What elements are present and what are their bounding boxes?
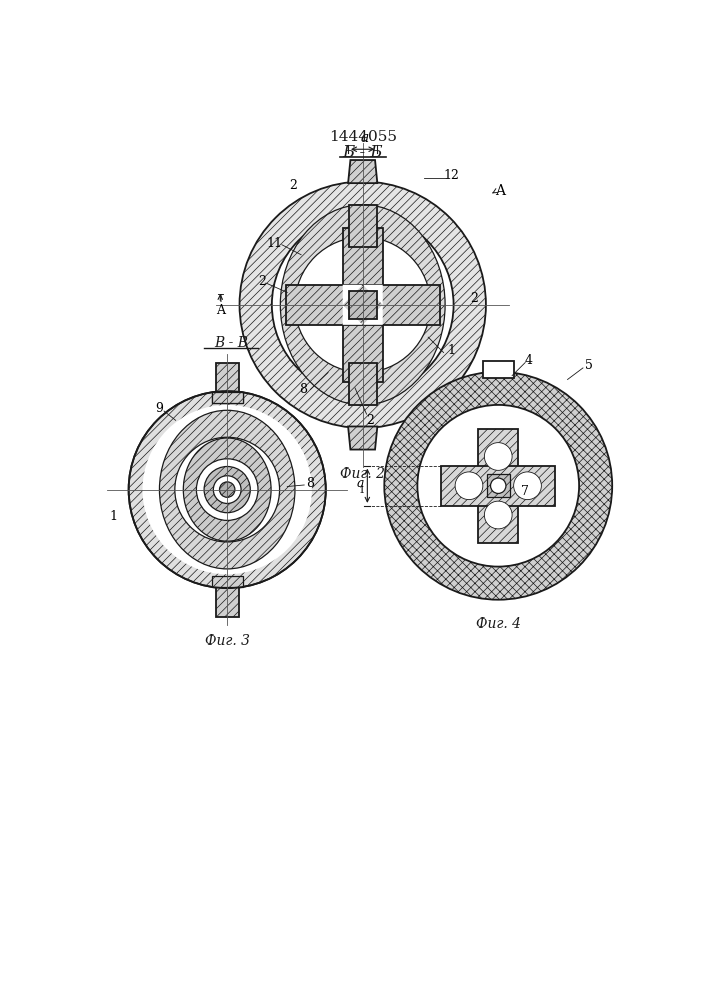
- Text: 1: 1: [448, 344, 455, 358]
- Polygon shape: [343, 305, 363, 325]
- Circle shape: [455, 472, 483, 500]
- Text: 2: 2: [259, 275, 267, 288]
- Text: 7: 7: [521, 485, 529, 498]
- Text: 1: 1: [110, 510, 117, 523]
- Text: T: T: [217, 294, 223, 304]
- Text: 12: 12: [443, 169, 460, 182]
- Circle shape: [204, 466, 250, 513]
- Bar: [212, 576, 243, 587]
- Text: 4: 4: [525, 354, 533, 367]
- Ellipse shape: [183, 438, 271, 541]
- Circle shape: [175, 437, 279, 542]
- Text: 5: 5: [585, 359, 593, 372]
- Text: a: a: [356, 477, 364, 490]
- Circle shape: [129, 391, 326, 588]
- Bar: [349, 363, 377, 405]
- Circle shape: [417, 405, 579, 567]
- Text: Фиг. 2: Фиг. 2: [340, 467, 385, 481]
- Text: В - В: В - В: [214, 336, 248, 350]
- Circle shape: [197, 459, 258, 520]
- Text: 2: 2: [470, 292, 479, 305]
- Bar: [486, 474, 510, 497]
- Bar: [441, 466, 555, 506]
- Bar: [343, 228, 382, 382]
- Bar: [212, 392, 243, 403]
- Text: 8: 8: [298, 383, 307, 396]
- Text: Б - Б: Б - Б: [342, 144, 383, 161]
- Bar: [349, 291, 377, 319]
- Circle shape: [484, 501, 512, 529]
- Text: 2: 2: [366, 414, 375, 427]
- Text: A: A: [216, 304, 225, 317]
- Polygon shape: [348, 426, 378, 450]
- Bar: [349, 205, 377, 247]
- Text: 9: 9: [156, 402, 163, 415]
- Circle shape: [514, 472, 542, 500]
- Text: Фиг. 3: Фиг. 3: [205, 634, 250, 648]
- Circle shape: [214, 476, 241, 503]
- Circle shape: [143, 405, 312, 574]
- Circle shape: [240, 182, 486, 428]
- Bar: [216, 363, 239, 393]
- Text: 11: 11: [266, 237, 282, 250]
- Text: A: A: [495, 184, 505, 198]
- Circle shape: [295, 237, 431, 373]
- Bar: [216, 586, 239, 617]
- Polygon shape: [343, 285, 363, 305]
- Polygon shape: [348, 160, 378, 183]
- Text: Фиг. 4: Фиг. 4: [476, 617, 521, 631]
- Circle shape: [385, 372, 612, 600]
- Bar: [212, 392, 243, 403]
- Circle shape: [219, 482, 235, 497]
- Text: a: a: [360, 131, 368, 145]
- Bar: [286, 285, 440, 325]
- Circle shape: [491, 478, 506, 493]
- Polygon shape: [363, 305, 382, 325]
- Text: 1444055: 1444055: [329, 130, 397, 144]
- Bar: [478, 429, 518, 543]
- Ellipse shape: [160, 410, 295, 569]
- Ellipse shape: [281, 205, 445, 405]
- Polygon shape: [363, 285, 382, 305]
- Text: 1: 1: [359, 486, 365, 495]
- Bar: [483, 361, 514, 378]
- Circle shape: [272, 214, 454, 396]
- Text: 8: 8: [306, 477, 315, 490]
- Circle shape: [484, 443, 512, 470]
- Text: 2: 2: [289, 179, 298, 192]
